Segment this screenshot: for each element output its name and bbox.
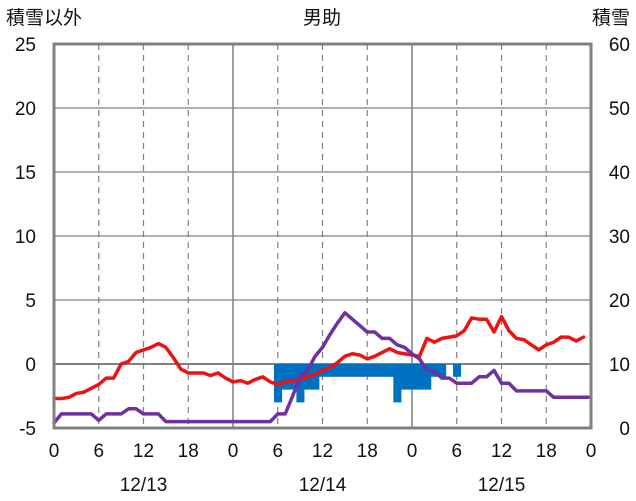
snow-bar bbox=[423, 364, 432, 390]
left-tick-label: 0 bbox=[25, 355, 36, 376]
red-series-line bbox=[52, 314, 586, 401]
x-tick-label: 18 bbox=[536, 441, 557, 462]
snow-bar bbox=[326, 364, 335, 377]
x-tick-label: 18 bbox=[357, 441, 378, 462]
plot-frame bbox=[52, 42, 593, 430]
date-label: 12/15 bbox=[478, 475, 526, 496]
left-tick-label: 5 bbox=[25, 291, 36, 312]
snow-bar bbox=[370, 364, 380, 377]
x-tick-label: 12 bbox=[491, 441, 512, 462]
purple-series-line bbox=[52, 311, 593, 425]
chart-title: 男助 bbox=[303, 7, 341, 29]
x-tick-label: 12 bbox=[312, 441, 333, 462]
right-tick-label: 60 bbox=[609, 35, 630, 56]
snow-bar bbox=[348, 364, 357, 377]
snow-bar bbox=[408, 364, 417, 390]
snow-bar bbox=[438, 364, 447, 377]
snow-bar bbox=[415, 364, 424, 390]
snow-bar bbox=[311, 364, 320, 390]
x-tick-label: 0 bbox=[586, 441, 597, 462]
snow-bar bbox=[341, 364, 350, 377]
series-lines bbox=[52, 311, 593, 425]
snow-bar bbox=[281, 364, 290, 390]
left-axis-title: 積雪以外 bbox=[6, 7, 82, 29]
right-axis-title: 積雪 bbox=[592, 7, 630, 29]
snow-bar bbox=[400, 364, 409, 390]
x-tick-label: 12 bbox=[133, 441, 154, 462]
right-tick-label: 20 bbox=[609, 291, 630, 312]
left-tick-label: 25 bbox=[15, 35, 36, 56]
left-tick-label: 15 bbox=[15, 163, 36, 184]
right-tick-label: 40 bbox=[609, 163, 630, 184]
left-tick-label: 10 bbox=[15, 227, 36, 248]
right-tick-label: 30 bbox=[609, 227, 630, 248]
right-tick-label: 0 bbox=[619, 419, 630, 440]
x-tick-label: 0 bbox=[49, 441, 60, 462]
x-tick-label: 18 bbox=[178, 441, 199, 462]
x-tick-label: 6 bbox=[451, 441, 462, 462]
snow-bar bbox=[288, 364, 297, 390]
right-tick-label: 50 bbox=[609, 99, 630, 120]
date-label: 12/14 bbox=[299, 475, 347, 496]
date-label: 12/13 bbox=[120, 475, 168, 496]
x-tick-label: 6 bbox=[93, 441, 104, 462]
x-tick-label: 0 bbox=[228, 441, 239, 462]
snow-bar bbox=[378, 364, 387, 377]
left-tick-label: -5 bbox=[19, 419, 36, 440]
snow-bar bbox=[393, 364, 402, 403]
snow-bar bbox=[333, 364, 342, 377]
left-tick-label: 20 bbox=[15, 99, 36, 120]
snow-bar bbox=[296, 364, 305, 403]
snow-bar bbox=[356, 364, 365, 377]
x-tick-label: 0 bbox=[407, 441, 418, 462]
right-tick-label: 10 bbox=[609, 355, 630, 376]
snow-bar bbox=[385, 364, 394, 377]
snow-bar bbox=[453, 364, 462, 377]
snow-bar bbox=[363, 364, 372, 377]
x-tick-label: 6 bbox=[272, 441, 283, 462]
